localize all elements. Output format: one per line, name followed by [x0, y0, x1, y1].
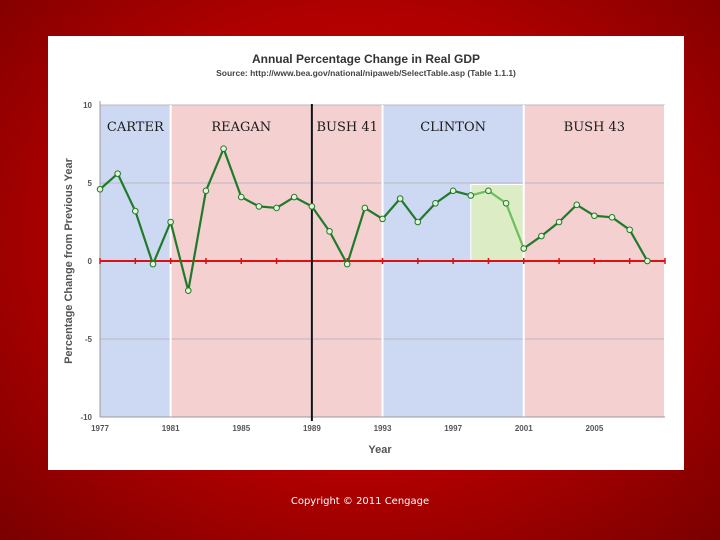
- series-segment: [399, 197, 419, 224]
- data-point: [502, 199, 510, 207]
- data-point: [396, 195, 404, 202]
- gdp-chart: CARTER REAGAN BUSH 41 CLINTON BUSH 43 10 5 0 -5…: [63, 52, 666, 456]
- series-segment: [363, 206, 384, 220]
- data-point: [379, 215, 386, 223]
- data-point: [520, 245, 528, 252]
- y-tick-label: -10: [80, 413, 92, 422]
- data-point: [220, 145, 227, 152]
- x-tick-label: 1981: [162, 424, 180, 433]
- x-tick-label: 1977: [91, 424, 109, 433]
- data-point: [114, 170, 121, 177]
- data-point: [149, 260, 157, 268]
- admin-label: CLINTON: [420, 120, 486, 135]
- data-point: [361, 204, 369, 212]
- y-tick-label: 5: [88, 179, 93, 188]
- series-segment: [346, 206, 366, 266]
- data-point: [626, 226, 633, 234]
- y-axis-label: Percentage Change from Previous Year: [63, 157, 75, 364]
- y-tick-label: 0: [88, 257, 93, 266]
- series-segment: [487, 189, 508, 205]
- data-point: [608, 214, 616, 221]
- series-segment: [240, 195, 261, 208]
- data-point: [167, 218, 174, 226]
- y-tick-label: -5: [85, 335, 93, 344]
- chart-subtitle: Source: http://www.bea.gov/national/nipa…: [216, 68, 516, 78]
- series-segment: [381, 197, 402, 220]
- series-segment: [504, 202, 525, 250]
- data-point: [467, 192, 475, 199]
- chart-frame: CARTER REAGAN BUSH 41 CLINTON BUSH 43 10 5 0 -5…: [48, 36, 684, 470]
- series-segment: [151, 220, 172, 266]
- series-segment: [628, 228, 649, 263]
- series-segment: [434, 189, 455, 205]
- admin-label: REAGAN: [211, 120, 271, 135]
- data-point: [644, 257, 651, 265]
- data-point: [555, 218, 563, 226]
- data-point: [449, 187, 457, 195]
- gdp-series: [96, 145, 651, 294]
- data-point: [538, 232, 545, 240]
- series-segment: [522, 234, 543, 250]
- admin-label: BUSH 41: [316, 120, 377, 135]
- data-point: [290, 193, 298, 201]
- series-segment: [169, 220, 190, 292]
- series-segment: [98, 172, 119, 191]
- data-point: [255, 203, 263, 210]
- series-segment: [204, 147, 225, 192]
- series-segment: [222, 147, 243, 199]
- data-point: [132, 207, 139, 215]
- data-point: [485, 187, 492, 195]
- series-segment: [575, 203, 596, 217]
- series-segment: [116, 172, 137, 213]
- x-tick-label: 1997: [444, 424, 462, 433]
- admin-label: BUSH 43: [564, 120, 625, 135]
- series-segment: [540, 220, 561, 238]
- series-segment: [557, 203, 578, 224]
- x-axis-label: Year: [368, 444, 392, 456]
- data-point: [591, 212, 598, 220]
- data-point: [343, 260, 351, 268]
- chart-title: Annual Percentage Change in Real GDP: [252, 52, 480, 66]
- y-tick-label: 10: [83, 101, 92, 110]
- data-point: [414, 218, 422, 226]
- x-tick-label: 1993: [374, 424, 392, 433]
- data-point: [184, 287, 192, 294]
- x-tick-label: 1989: [303, 424, 321, 433]
- series-segment: [610, 216, 631, 231]
- data-point: [573, 201, 581, 209]
- x-tick-label: 2005: [585, 424, 603, 433]
- series-segment: [293, 195, 313, 208]
- series-segment: [416, 202, 437, 224]
- copyright-text: Copyright © 2011 Cengage: [290, 496, 430, 507]
- series-segment: [328, 230, 349, 266]
- data-point: [308, 203, 316, 210]
- x-tick-label: 1985: [232, 424, 250, 433]
- data-point: [432, 199, 439, 207]
- data-point: [326, 228, 333, 235]
- series-segment: [134, 209, 155, 266]
- data-point: [202, 187, 210, 195]
- data-point: [96, 185, 104, 193]
- admin-label: CARTER: [107, 120, 165, 135]
- series-segment: [310, 205, 331, 233]
- series-segment: [187, 189, 208, 292]
- series-segment: [275, 195, 296, 210]
- administration-labels: CARTER REAGAN BUSH 41 CLINTON BUSH 43: [107, 120, 625, 135]
- data-point: [273, 204, 280, 212]
- data-point: [237, 193, 245, 201]
- x-tick-label: 2001: [515, 424, 533, 433]
